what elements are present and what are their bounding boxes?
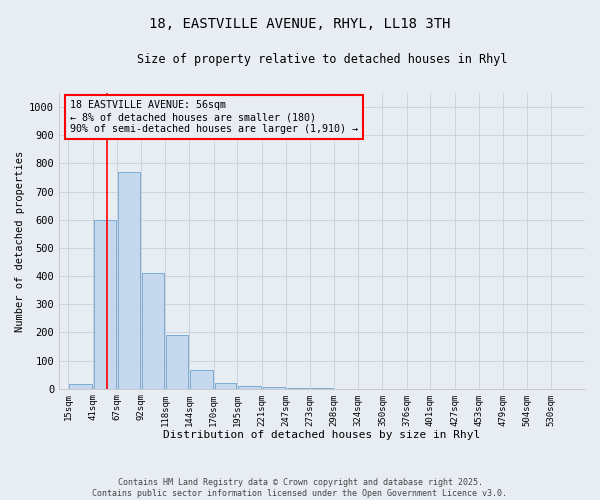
Text: Contains HM Land Registry data © Crown copyright and database right 2025.
Contai: Contains HM Land Registry data © Crown c… bbox=[92, 478, 508, 498]
Y-axis label: Number of detached properties: Number of detached properties bbox=[15, 150, 25, 332]
Bar bbox=[238, 386, 260, 388]
Bar bbox=[215, 383, 236, 388]
Text: 18, EASTVILLE AVENUE, RHYL, LL18 3TH: 18, EASTVILLE AVENUE, RHYL, LL18 3TH bbox=[149, 18, 451, 32]
Title: Size of property relative to detached houses in Rhyl: Size of property relative to detached ho… bbox=[137, 52, 507, 66]
Bar bbox=[118, 172, 140, 388]
Text: 18 EASTVILLE AVENUE: 56sqm
← 8% of detached houses are smaller (180)
90% of semi: 18 EASTVILLE AVENUE: 56sqm ← 8% of detac… bbox=[70, 100, 358, 134]
X-axis label: Distribution of detached houses by size in Rhyl: Distribution of detached houses by size … bbox=[163, 430, 481, 440]
Bar bbox=[142, 274, 164, 388]
Bar bbox=[190, 370, 213, 388]
Bar bbox=[94, 220, 116, 388]
Bar bbox=[166, 335, 188, 388]
Bar bbox=[70, 384, 92, 388]
